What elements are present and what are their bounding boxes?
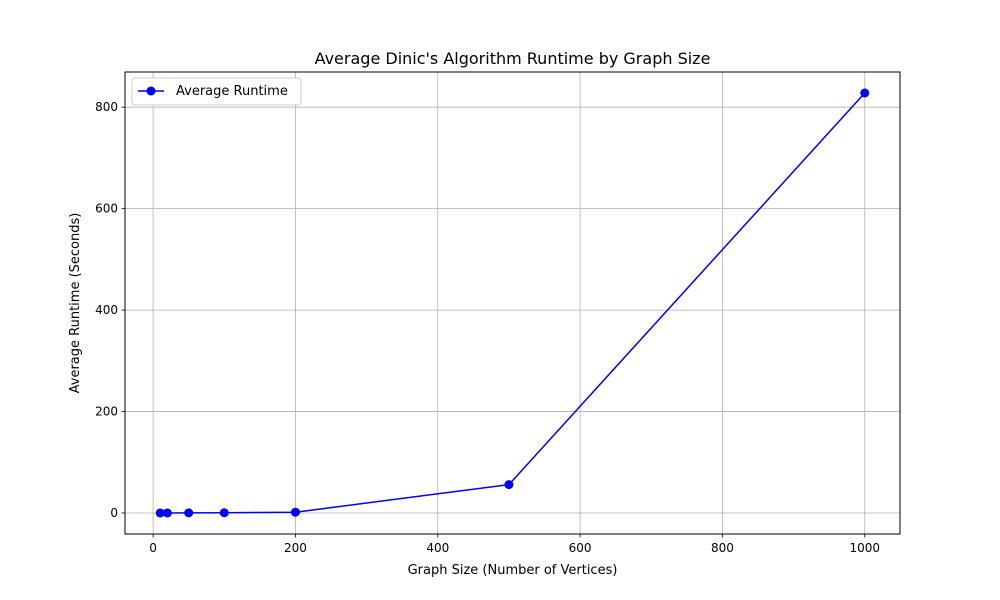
data-point (162, 508, 172, 518)
series-layer (155, 88, 870, 518)
y-tick-label: 0 (110, 506, 118, 520)
data-point (155, 508, 165, 518)
data-point (504, 480, 514, 490)
y-tick-label: 200 (95, 405, 118, 419)
data-point (290, 507, 300, 517)
data-point (860, 88, 870, 98)
grid-lines (125, 72, 900, 534)
plot-area-frame (124, 71, 901, 535)
y-tick-label: 800 (95, 100, 118, 114)
y-tick-label: 600 (95, 202, 118, 216)
legend-marker-swatch (146, 86, 156, 96)
data-point (184, 508, 194, 518)
x-tick-label: 800 (711, 541, 734, 555)
x-tick-label: 600 (569, 541, 592, 555)
legend-label-average-runtime: Average Runtime (176, 84, 288, 99)
y-tick-label: 400 (95, 303, 118, 317)
data-point (219, 508, 229, 518)
axis-ticks: 0 200 400 600 800 1000 0 200 400 600 800 (95, 100, 880, 555)
x-tick-label: 0 (149, 541, 157, 555)
x-axis-label: Graph Size (Number of Vertices) (408, 563, 618, 578)
x-tick-label: 1000 (849, 541, 880, 555)
x-tick-label: 200 (284, 541, 307, 555)
x-tick-label: 400 (426, 541, 449, 555)
legend: Average Runtime (131, 77, 302, 106)
y-axis-label: Average Runtime (Seconds) (68, 213, 83, 394)
chart-title: Average Dinic's Algorithm Runtime by Gra… (315, 49, 711, 68)
legend-box (131, 77, 302, 106)
